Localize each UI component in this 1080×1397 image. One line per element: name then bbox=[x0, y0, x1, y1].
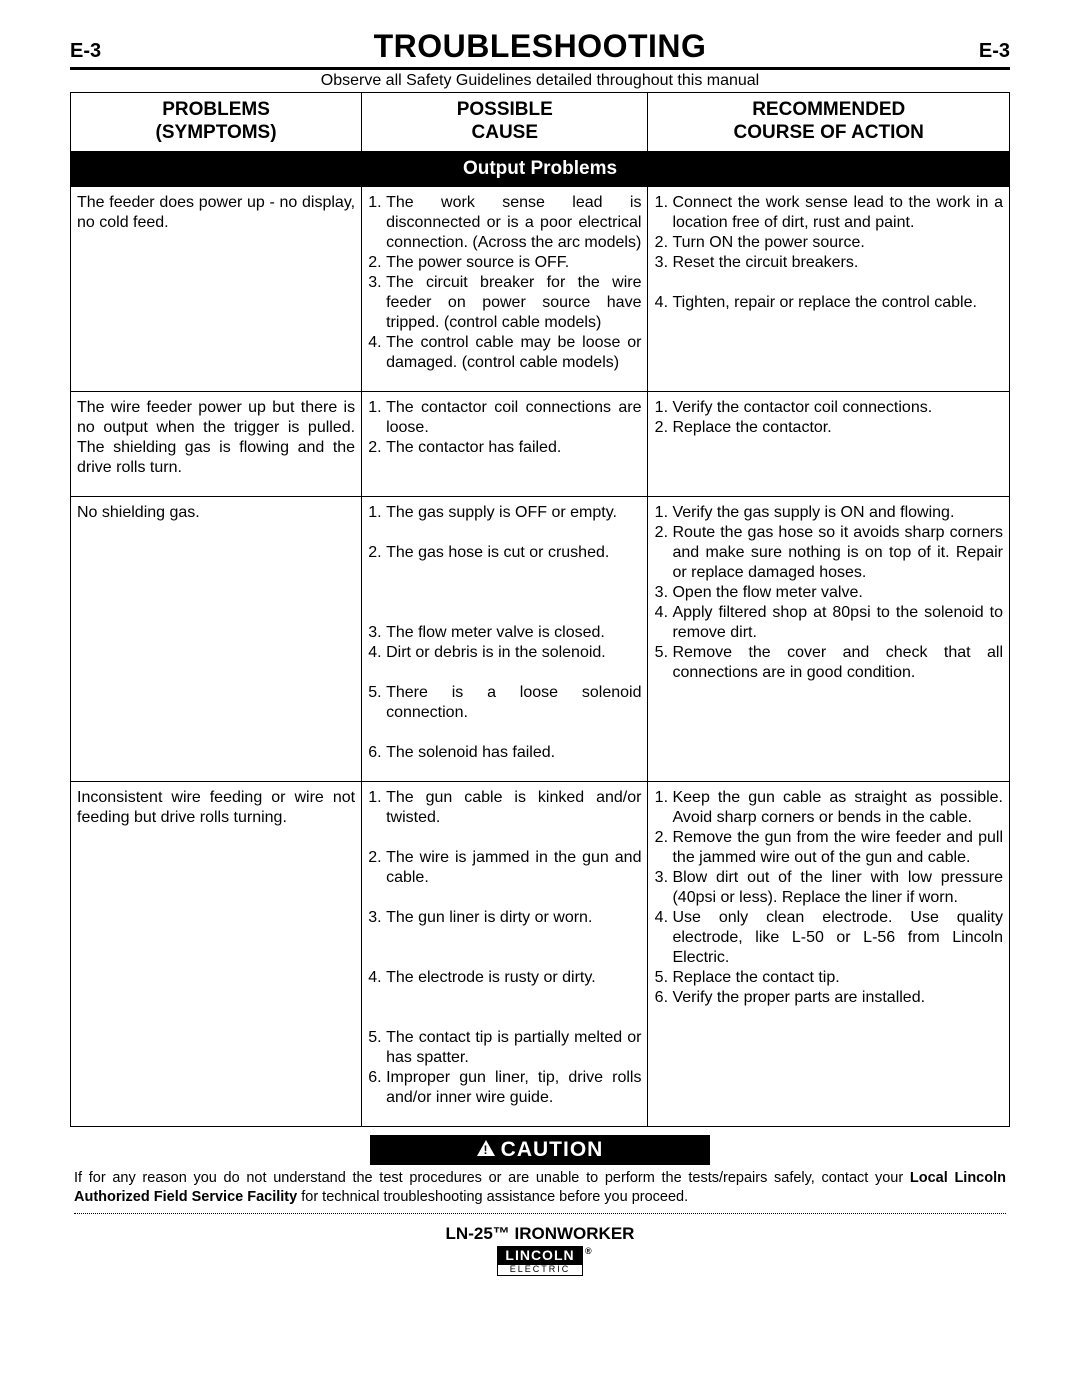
table-row: The feeder does power up - no display, n… bbox=[71, 187, 1010, 392]
cause-cell: The gas supply is OFF or empty. The gas … bbox=[362, 497, 648, 782]
table-row: Inconsistent wire feeding or wire not fe… bbox=[71, 782, 1010, 1127]
svg-text:!: ! bbox=[483, 1143, 488, 1156]
action-cell: Verify the gas supply is ON and flowing.… bbox=[648, 497, 1010, 782]
troubleshooting-table: PROBLEMS(SYMPTOMS) POSSIBLECAUSE RECOMME… bbox=[70, 92, 1010, 1127]
problem-cell: The wire feeder power up but there is no… bbox=[71, 392, 362, 497]
page-title: TROUBLESHOOTING bbox=[120, 28, 960, 65]
col-header-cause: POSSIBLECAUSE bbox=[362, 93, 648, 152]
table-row: No shielding gas.The gas supply is OFF o… bbox=[71, 497, 1010, 782]
action-cell: Connect the work sense lead to the work … bbox=[648, 187, 1010, 392]
section-band: Output Problems bbox=[71, 151, 1010, 187]
caution-text: If for any reason you do not understand … bbox=[74, 1169, 1006, 1214]
warning-icon: ! bbox=[477, 1138, 495, 1162]
page-footer: LN-25™ IRONWORKER LINCOLN® ELECTRIC bbox=[70, 1224, 1010, 1277]
col-header-problems: PROBLEMS(SYMPTOMS) bbox=[71, 93, 362, 152]
table-row: The wire feeder power up but there is no… bbox=[71, 392, 1010, 497]
cause-cell: The gun cable is kinked and/or twisted. … bbox=[362, 782, 648, 1127]
cause-cell: The contactor coil connections are loose… bbox=[362, 392, 648, 497]
caution-label: CAUTION bbox=[501, 1138, 604, 1161]
col-header-action: RECOMMENDEDCOURSE OF ACTION bbox=[648, 93, 1010, 152]
page-code-right: E-3 bbox=[960, 40, 1010, 63]
action-cell: Keep the gun cable as straight as possib… bbox=[648, 782, 1010, 1127]
caution-banner: ! CAUTION bbox=[370, 1135, 710, 1165]
problem-cell: Inconsistent wire feeding or wire not fe… bbox=[71, 782, 362, 1127]
product-name: LN-25™ IRONWORKER bbox=[70, 1224, 1010, 1244]
action-cell: Verify the contactor coil connections.Re… bbox=[648, 392, 1010, 497]
table-header-row: PROBLEMS(SYMPTOMS) POSSIBLECAUSE RECOMME… bbox=[71, 93, 1010, 152]
page-code-left: E-3 bbox=[70, 40, 120, 63]
lincoln-logo: LINCOLN® ELECTRIC bbox=[497, 1246, 582, 1276]
problem-cell: The feeder does power up - no display, n… bbox=[71, 187, 362, 392]
safety-note: Observe all Safety Guidelines detailed t… bbox=[70, 72, 1010, 90]
cause-cell: The work sense lead is disconnected or i… bbox=[362, 187, 648, 392]
problem-cell: No shielding gas. bbox=[71, 497, 362, 782]
page-header: E-3 TROUBLESHOOTING E-3 bbox=[70, 28, 1010, 70]
